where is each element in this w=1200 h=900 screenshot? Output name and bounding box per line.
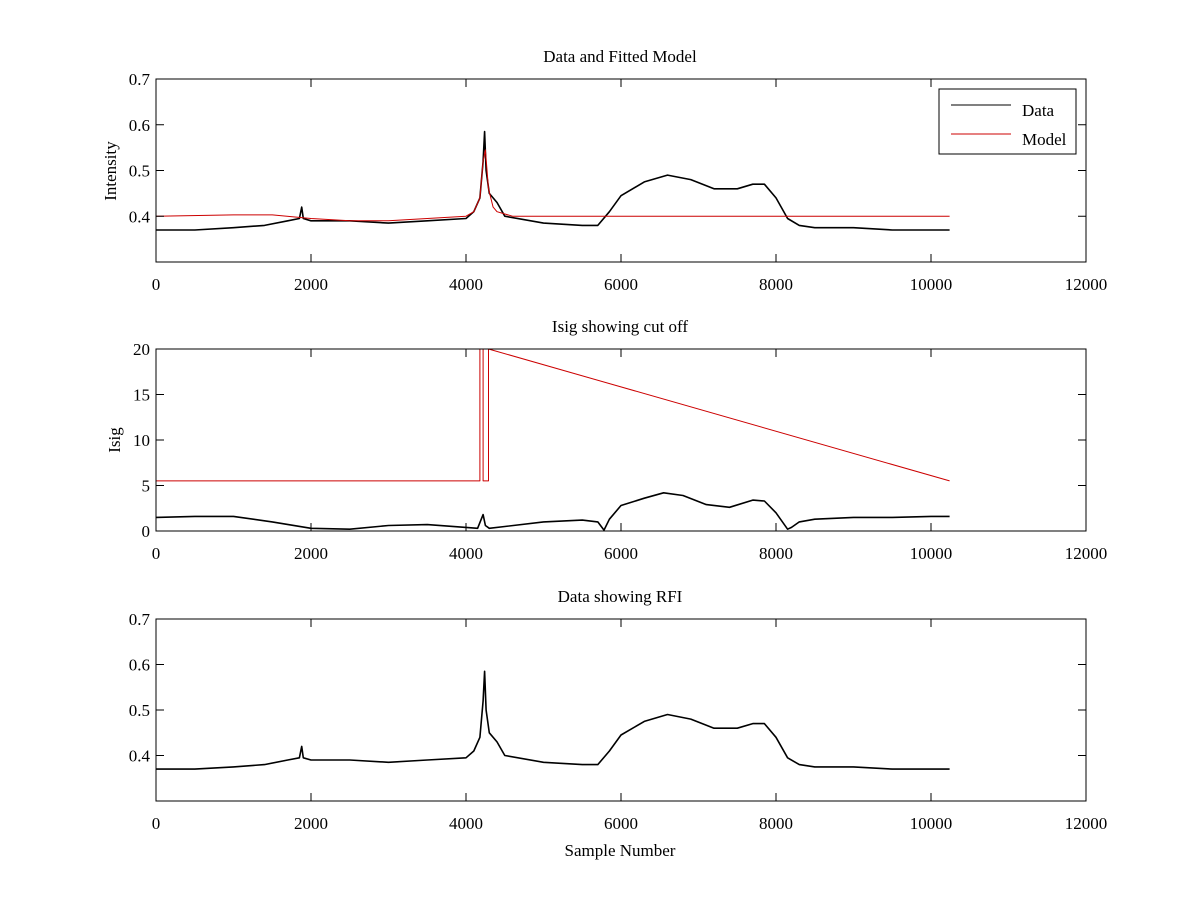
x-axis-label: Sample Number — [565, 841, 676, 860]
y-axis-label: Isig — [105, 427, 124, 453]
plot-area: 0 2000 4000 6000 8000 10000 12000 0 5 10 15 20 — [133, 340, 1107, 563]
x-tick-label: 2000 — [294, 275, 328, 294]
x-tick-label: 2000 — [294, 544, 328, 563]
chart-title: Isig showing cut off — [552, 317, 688, 336]
x-tick-label: 6000 — [604, 275, 638, 294]
chart-panel-isig-showing-cut-off: Isig showing cut off Isig 0 2000 4000 6000 8… — [105, 317, 1107, 563]
legend-box — [938, 88, 1077, 155]
y-tick-label: 0 — [142, 522, 151, 541]
x-tick-label: 12000 — [1065, 814, 1108, 833]
y-tick-label: 0.5 — [129, 162, 150, 181]
y-tick-label: 15 — [133, 386, 150, 405]
y-tick-label: 20 — [133, 340, 150, 359]
legend: Data Model — [938, 88, 1077, 155]
y-tick-label: 0.7 — [129, 70, 151, 89]
x-tick-label: 4000 — [449, 814, 483, 833]
series-line-line-0 — [156, 670, 950, 770]
x-tick-label: 10000 — [910, 544, 953, 563]
y-tick-label: 0.7 — [129, 610, 151, 629]
x-tick-label: 12000 — [1065, 544, 1108, 563]
x-tick-label: 0 — [152, 814, 161, 833]
x-tick-label: 4000 — [449, 275, 483, 294]
y-tick-label: 10 — [133, 431, 150, 450]
chart-panel-data-and-fitted-model: Data and Fitted Model Intensity 0 2000 400… — [101, 47, 1107, 294]
chart-title: Data showing RFI — [558, 587, 683, 606]
series-line-line-1 — [156, 349, 950, 482]
y-tick-label: 5 — [142, 477, 151, 496]
series-line-data — [156, 130, 950, 231]
x-tick-label: 2000 — [294, 814, 328, 833]
x-tick-label: 6000 — [604, 544, 638, 563]
x-tick-label: 12000 — [1065, 275, 1108, 294]
plot-area: 0 2000 4000 6000 8000 10000 12000 0.4 0.5 0.6 0.7 — [129, 70, 1108, 294]
x-tick-label: 10000 — [910, 275, 953, 294]
x-tick-label: 4000 — [449, 544, 483, 563]
series-line-model — [156, 149, 950, 222]
x-tick-label: 0 — [152, 275, 161, 294]
y-tick-label: 0.5 — [129, 701, 150, 720]
y-axis-label: Intensity — [101, 141, 120, 201]
y-tick-label: 0.4 — [129, 747, 151, 766]
y-tick-label: 0.4 — [129, 207, 151, 226]
x-tick-label: 8000 — [759, 275, 793, 294]
legend-label-model: Model — [1022, 130, 1067, 149]
x-tick-label: 10000 — [910, 814, 953, 833]
y-tick-label: 0.6 — [129, 656, 150, 675]
x-tick-label: 8000 — [759, 814, 793, 833]
legend-label-data: Data — [1022, 101, 1055, 120]
series-line-line-0 — [156, 492, 950, 531]
chart-title: Data and Fitted Model — [543, 47, 697, 66]
x-tick-label: 0 — [152, 544, 161, 563]
x-tick-label: 6000 — [604, 814, 638, 833]
plot-area: 0 2000 4000 6000 8000 10000 12000 0.4 0.5 0.6 0.7 — [129, 610, 1108, 833]
chart-panel-data-showing-rfi: Data showing RFI Sample Number 0 2000 4000… — [129, 587, 1108, 860]
y-tick-label: 0.6 — [129, 116, 150, 135]
x-tick-label: 8000 — [759, 544, 793, 563]
